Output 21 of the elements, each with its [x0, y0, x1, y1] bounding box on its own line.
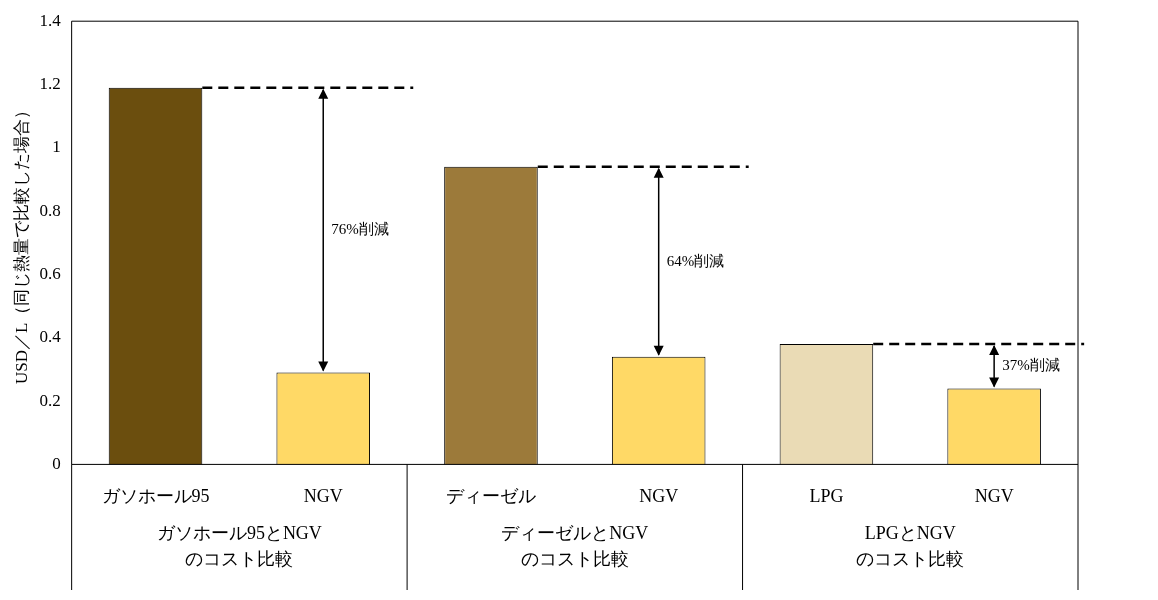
annotation: 76%削減	[331, 221, 389, 238]
text: ディーゼルとNGV のコスト比較	[501, 523, 649, 570]
y-tick-label: 1	[52, 137, 61, 157]
annotation: 37%削減	[1002, 357, 1060, 374]
annotation: 64%削減	[666, 252, 725, 269]
y-tick-label: 0.8	[39, 200, 61, 220]
y-tick-label: 0.4	[39, 327, 62, 347]
x-tick-label: NGV	[639, 485, 679, 506]
y-axis-title: USD／L（同じ熱量で比較した場合）	[11, 101, 31, 384]
x-tick-label: NGV	[303, 485, 343, 506]
x-tick-label: ディーゼル	[445, 485, 536, 506]
x-tick-label: ガソホール95	[101, 485, 210, 506]
y-tick-label: 0	[52, 453, 61, 473]
x-tick-label: LPG	[809, 485, 844, 506]
x-tick-label: NGV	[974, 485, 1014, 506]
y-tick-label: 0.6	[39, 263, 61, 283]
text: LPGとNGV のコスト比較	[856, 523, 965, 570]
y-tick-label: 1.4	[39, 10, 62, 30]
text: ガソホール95とNGV のコスト比較	[156, 523, 322, 570]
y-tick-label: 0.2	[39, 390, 61, 410]
y-tick-label: 1.2	[39, 73, 61, 93]
